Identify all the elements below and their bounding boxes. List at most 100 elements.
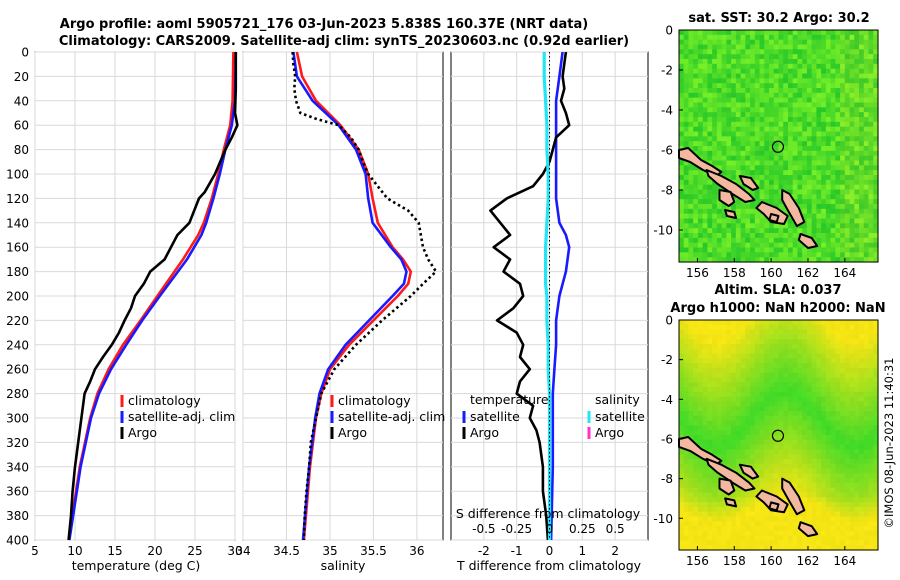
field-cell (697, 121, 704, 128)
field-cell (716, 155, 723, 162)
field-cell (840, 242, 846, 249)
field-cell (731, 526, 737, 532)
field-cell (702, 228, 709, 234)
field-cell (844, 34, 851, 41)
field-cell (693, 363, 699, 369)
field-cell (716, 34, 723, 41)
field-cell (773, 228, 780, 234)
field-cell (769, 97, 775, 104)
field-cell (844, 435, 851, 441)
field-cell (769, 237, 775, 244)
field-cell (773, 420, 780, 427)
field-cell (802, 68, 808, 75)
field-cell (769, 516, 775, 522)
field-cell (731, 88, 737, 94)
field-cell (731, 348, 737, 355)
field-cell (754, 387, 761, 393)
field-cell (830, 83, 836, 89)
field-cell (683, 358, 690, 364)
field-cell (835, 63, 841, 70)
field-cell (821, 468, 827, 474)
field-cell (840, 218, 846, 224)
field-cell (792, 348, 799, 355)
field-cell (740, 526, 746, 532)
field-cell (844, 117, 851, 123)
field-cell (721, 102, 727, 108)
field-cell (712, 415, 718, 422)
field-cell (835, 30, 841, 36)
field-cell (863, 146, 870, 152)
field-cell (787, 339, 794, 345)
field-cell (802, 83, 808, 89)
field-cell (806, 415, 813, 422)
field-cell (712, 545, 718, 551)
field-cell (702, 257, 709, 263)
field-cell (825, 454, 832, 460)
field-cell (707, 545, 713, 551)
field-cell (754, 367, 761, 374)
field-cell (802, 540, 808, 546)
field-cell (759, 324, 765, 331)
field-cell (797, 155, 803, 162)
field-cell (844, 343, 851, 350)
field-cell (721, 44, 727, 50)
field-cell (740, 208, 746, 215)
field-cell (750, 107, 756, 113)
field-cell (688, 540, 694, 546)
field-cell (802, 382, 808, 388)
field-cell (825, 439, 832, 446)
field-cell (740, 320, 746, 326)
field-cell (811, 458, 818, 465)
field-cell (735, 372, 742, 379)
field-cell (859, 482, 865, 489)
field-cell (702, 92, 709, 99)
field-cell (735, 348, 742, 355)
field-cell (754, 372, 761, 379)
field-cell (816, 30, 822, 36)
field-cell (693, 545, 699, 551)
field-cell (769, 339, 775, 345)
field-cell (806, 184, 813, 191)
field-cell (683, 473, 690, 479)
field-cell (726, 223, 732, 229)
field-cell (697, 320, 704, 326)
field-cell (816, 521, 822, 527)
field-cell (821, 329, 827, 335)
island (781, 189, 806, 227)
field-cell (745, 233, 751, 239)
field-cell (806, 165, 813, 171)
field-cell (873, 468, 879, 474)
field-cell (773, 478, 780, 484)
field-cell (764, 324, 770, 331)
field-cell (750, 396, 756, 403)
field-cell (740, 257, 746, 263)
field-cell (769, 387, 775, 393)
field-cell (745, 126, 751, 133)
field-cell (697, 44, 704, 50)
field-cell (688, 530, 694, 537)
field-cell (835, 506, 841, 513)
field-cell (811, 377, 818, 383)
field-cell (759, 478, 765, 484)
field-cell (688, 478, 694, 484)
depth-tick-label: 60 (14, 119, 29, 133)
field-cell (840, 34, 846, 41)
field-cell (849, 377, 855, 383)
field-cell (773, 165, 780, 171)
field-cell (754, 353, 761, 359)
field-cell (816, 415, 822, 422)
field-cell (726, 155, 732, 162)
field-cell (783, 49, 789, 55)
island (718, 477, 736, 496)
field-cell (802, 454, 808, 460)
field-cell (859, 487, 865, 494)
field-cell (854, 487, 860, 494)
field-cell (806, 233, 813, 239)
field-cell (697, 435, 704, 441)
field-cell (825, 487, 832, 494)
field-cell (726, 425, 732, 431)
field-cell (783, 233, 789, 239)
field-cell (844, 478, 851, 484)
field-cell (849, 83, 855, 89)
field-cell (873, 367, 879, 374)
